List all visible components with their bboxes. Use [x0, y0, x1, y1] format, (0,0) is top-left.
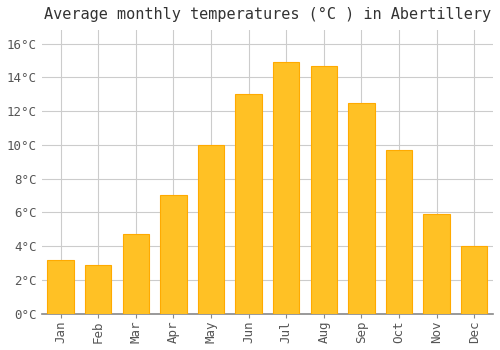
- Title: Average monthly temperatures (°C ) in Abertillery: Average monthly temperatures (°C ) in Ab…: [44, 7, 491, 22]
- Bar: [85, 265, 112, 314]
- Bar: [273, 62, 299, 314]
- Bar: [160, 195, 186, 314]
- Bar: [236, 94, 262, 314]
- Bar: [122, 234, 149, 314]
- Bar: [386, 150, 412, 314]
- Bar: [461, 246, 487, 314]
- Bar: [348, 103, 374, 314]
- Bar: [424, 214, 450, 314]
- Bar: [310, 65, 337, 314]
- Bar: [48, 260, 74, 314]
- Bar: [198, 145, 224, 314]
